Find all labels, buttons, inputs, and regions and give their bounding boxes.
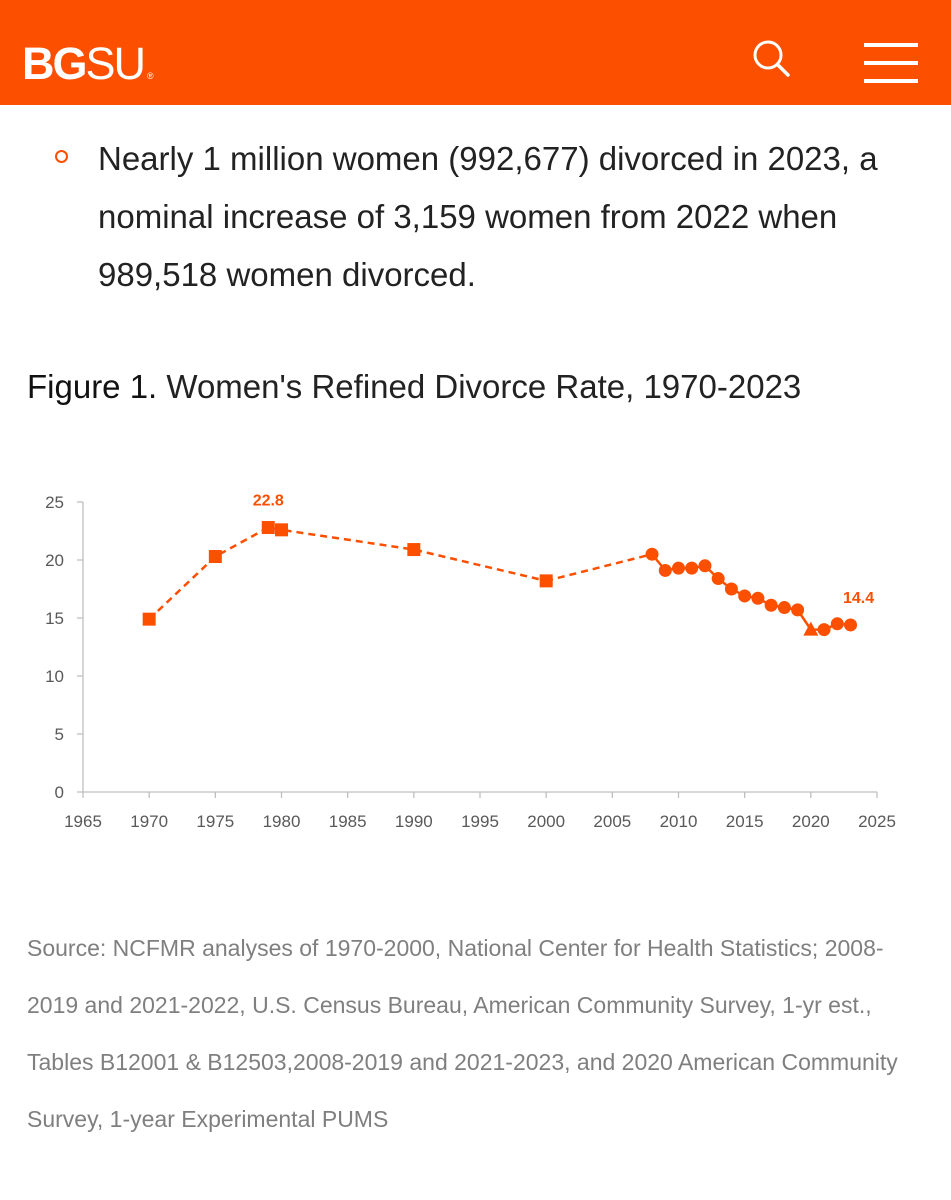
data-point-square: [208, 550, 222, 564]
registered-mark: ®: [147, 71, 154, 81]
data-point-circle: [724, 582, 738, 596]
x-tick-label: 1985: [329, 812, 367, 831]
data-point-circle: [764, 598, 778, 612]
x-tick-label: 1970: [130, 812, 168, 831]
data-point-circle: [751, 591, 765, 605]
x-tick-label: 2020: [792, 812, 830, 831]
x-tick-label: 1990: [395, 812, 433, 831]
logo-bold-text: BG: [22, 38, 87, 89]
data-point-circle: [830, 617, 844, 631]
y-tick-label: 25: [45, 493, 64, 512]
y-tick-label: 0: [55, 783, 64, 802]
data-point-circle: [711, 572, 725, 586]
site-header: BGSU ®: [0, 0, 951, 105]
hamburger-menu-icon: [864, 43, 918, 83]
x-tick-label: 1975: [196, 812, 234, 831]
data-label: 14.4: [843, 590, 874, 607]
data-point-square: [539, 574, 553, 588]
series-line: [148, 526, 547, 621]
data-point-square: [275, 523, 288, 537]
logo-light-text: SU: [85, 38, 146, 89]
data-point-square: [142, 612, 156, 626]
source-note: Source: NCFMR analyses of 1970-2000, Nat…: [27, 935, 898, 1132]
x-tick-label: 2025: [858, 812, 896, 831]
data-point-circle: [817, 623, 831, 637]
x-tick-label: 2010: [660, 812, 698, 831]
data-point-square: [407, 543, 421, 557]
search-icon: [753, 40, 790, 77]
y-tick-label: 5: [55, 725, 64, 744]
x-tick-label: 2015: [726, 812, 764, 831]
figure-caption: Women's Refined Divorce Rate, 1970-2023: [166, 368, 802, 405]
x-tick-label: 1980: [263, 812, 301, 831]
search-button[interactable]: [750, 38, 794, 82]
data-label: 22.8: [253, 493, 284, 510]
y-tick-label: 15: [45, 609, 64, 628]
y-tick-label: 20: [45, 551, 64, 570]
data-point-triangle: [803, 621, 819, 636]
x-tick-label: 1995: [461, 812, 499, 831]
data-point-square: [261, 521, 275, 535]
menu-button[interactable]: [860, 40, 922, 88]
x-tick-label: 1965: [64, 812, 102, 831]
data-point-circle: [645, 547, 659, 561]
figure-label: Figure 1.: [27, 368, 158, 405]
data-point-circle: [685, 561, 699, 575]
bullet-circle-icon: [55, 150, 68, 163]
figure-title: Figure 1. Women's Refined Divorce Rate, …: [27, 362, 801, 412]
data-point-circle: [672, 561, 685, 575]
data-point-circle: [791, 603, 805, 617]
data-point-circle: [777, 601, 791, 615]
data-point-circle: [738, 589, 752, 603]
divorce-rate-chart: 0 5 10 15 20 25 1965 1970 1975 1980 1985 1990 1995 20…: [0, 470, 951, 840]
data-point-circle: [658, 563, 672, 577]
bullet-text: Nearly 1 million women (992,677) divorce…: [98, 140, 878, 293]
series-connector-line: [545, 552, 653, 583]
y-tick-label: 10: [45, 667, 64, 686]
x-tick-label: 2000: [527, 812, 565, 831]
data-point-circle: [698, 559, 712, 573]
x-tick-label: 2005: [593, 812, 631, 831]
data-point-circle: [844, 618, 858, 632]
bgsu-logo[interactable]: BGSU ®: [22, 38, 154, 102]
